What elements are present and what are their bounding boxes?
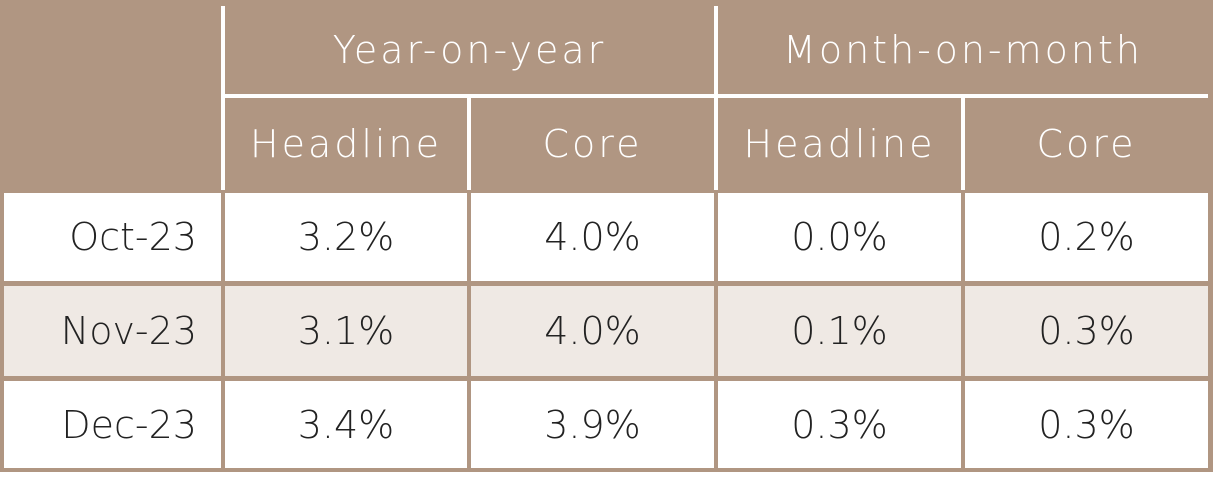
column-header: Headline bbox=[743, 122, 936, 166]
divider bbox=[467, 98, 471, 190]
group-header: Year-on-year bbox=[332, 28, 607, 72]
cell: 0.2% bbox=[965, 193, 1208, 281]
cell: 3.4% bbox=[225, 381, 467, 468]
cell: 4.0% bbox=[471, 193, 714, 281]
column-header: Core bbox=[542, 122, 643, 166]
cell: 3.2% bbox=[225, 193, 467, 281]
divider bbox=[225, 94, 1208, 98]
cell: 3.1% bbox=[225, 286, 467, 376]
row-label: Nov-23 bbox=[4, 286, 221, 376]
divider bbox=[714, 6, 718, 190]
cell: 3.9% bbox=[471, 381, 714, 468]
cell: 0.3% bbox=[965, 381, 1208, 468]
divider bbox=[961, 98, 965, 190]
group-header: Month-on-month bbox=[783, 28, 1143, 72]
cell: 0.3% bbox=[965, 286, 1208, 376]
row-label: Oct-23 bbox=[4, 193, 221, 281]
divider bbox=[221, 6, 225, 190]
table: Year-on-year Month-on-month Headline Core… bbox=[0, 0, 1213, 472]
row-label: Dec-23 bbox=[4, 381, 221, 468]
column-header: Core bbox=[1036, 122, 1137, 166]
cell: 0.0% bbox=[718, 193, 961, 281]
cell: 0.3% bbox=[718, 381, 961, 468]
cell: 0.1% bbox=[718, 286, 961, 376]
column-header: Headline bbox=[250, 122, 442, 166]
cell: 4.0% bbox=[471, 286, 714, 376]
